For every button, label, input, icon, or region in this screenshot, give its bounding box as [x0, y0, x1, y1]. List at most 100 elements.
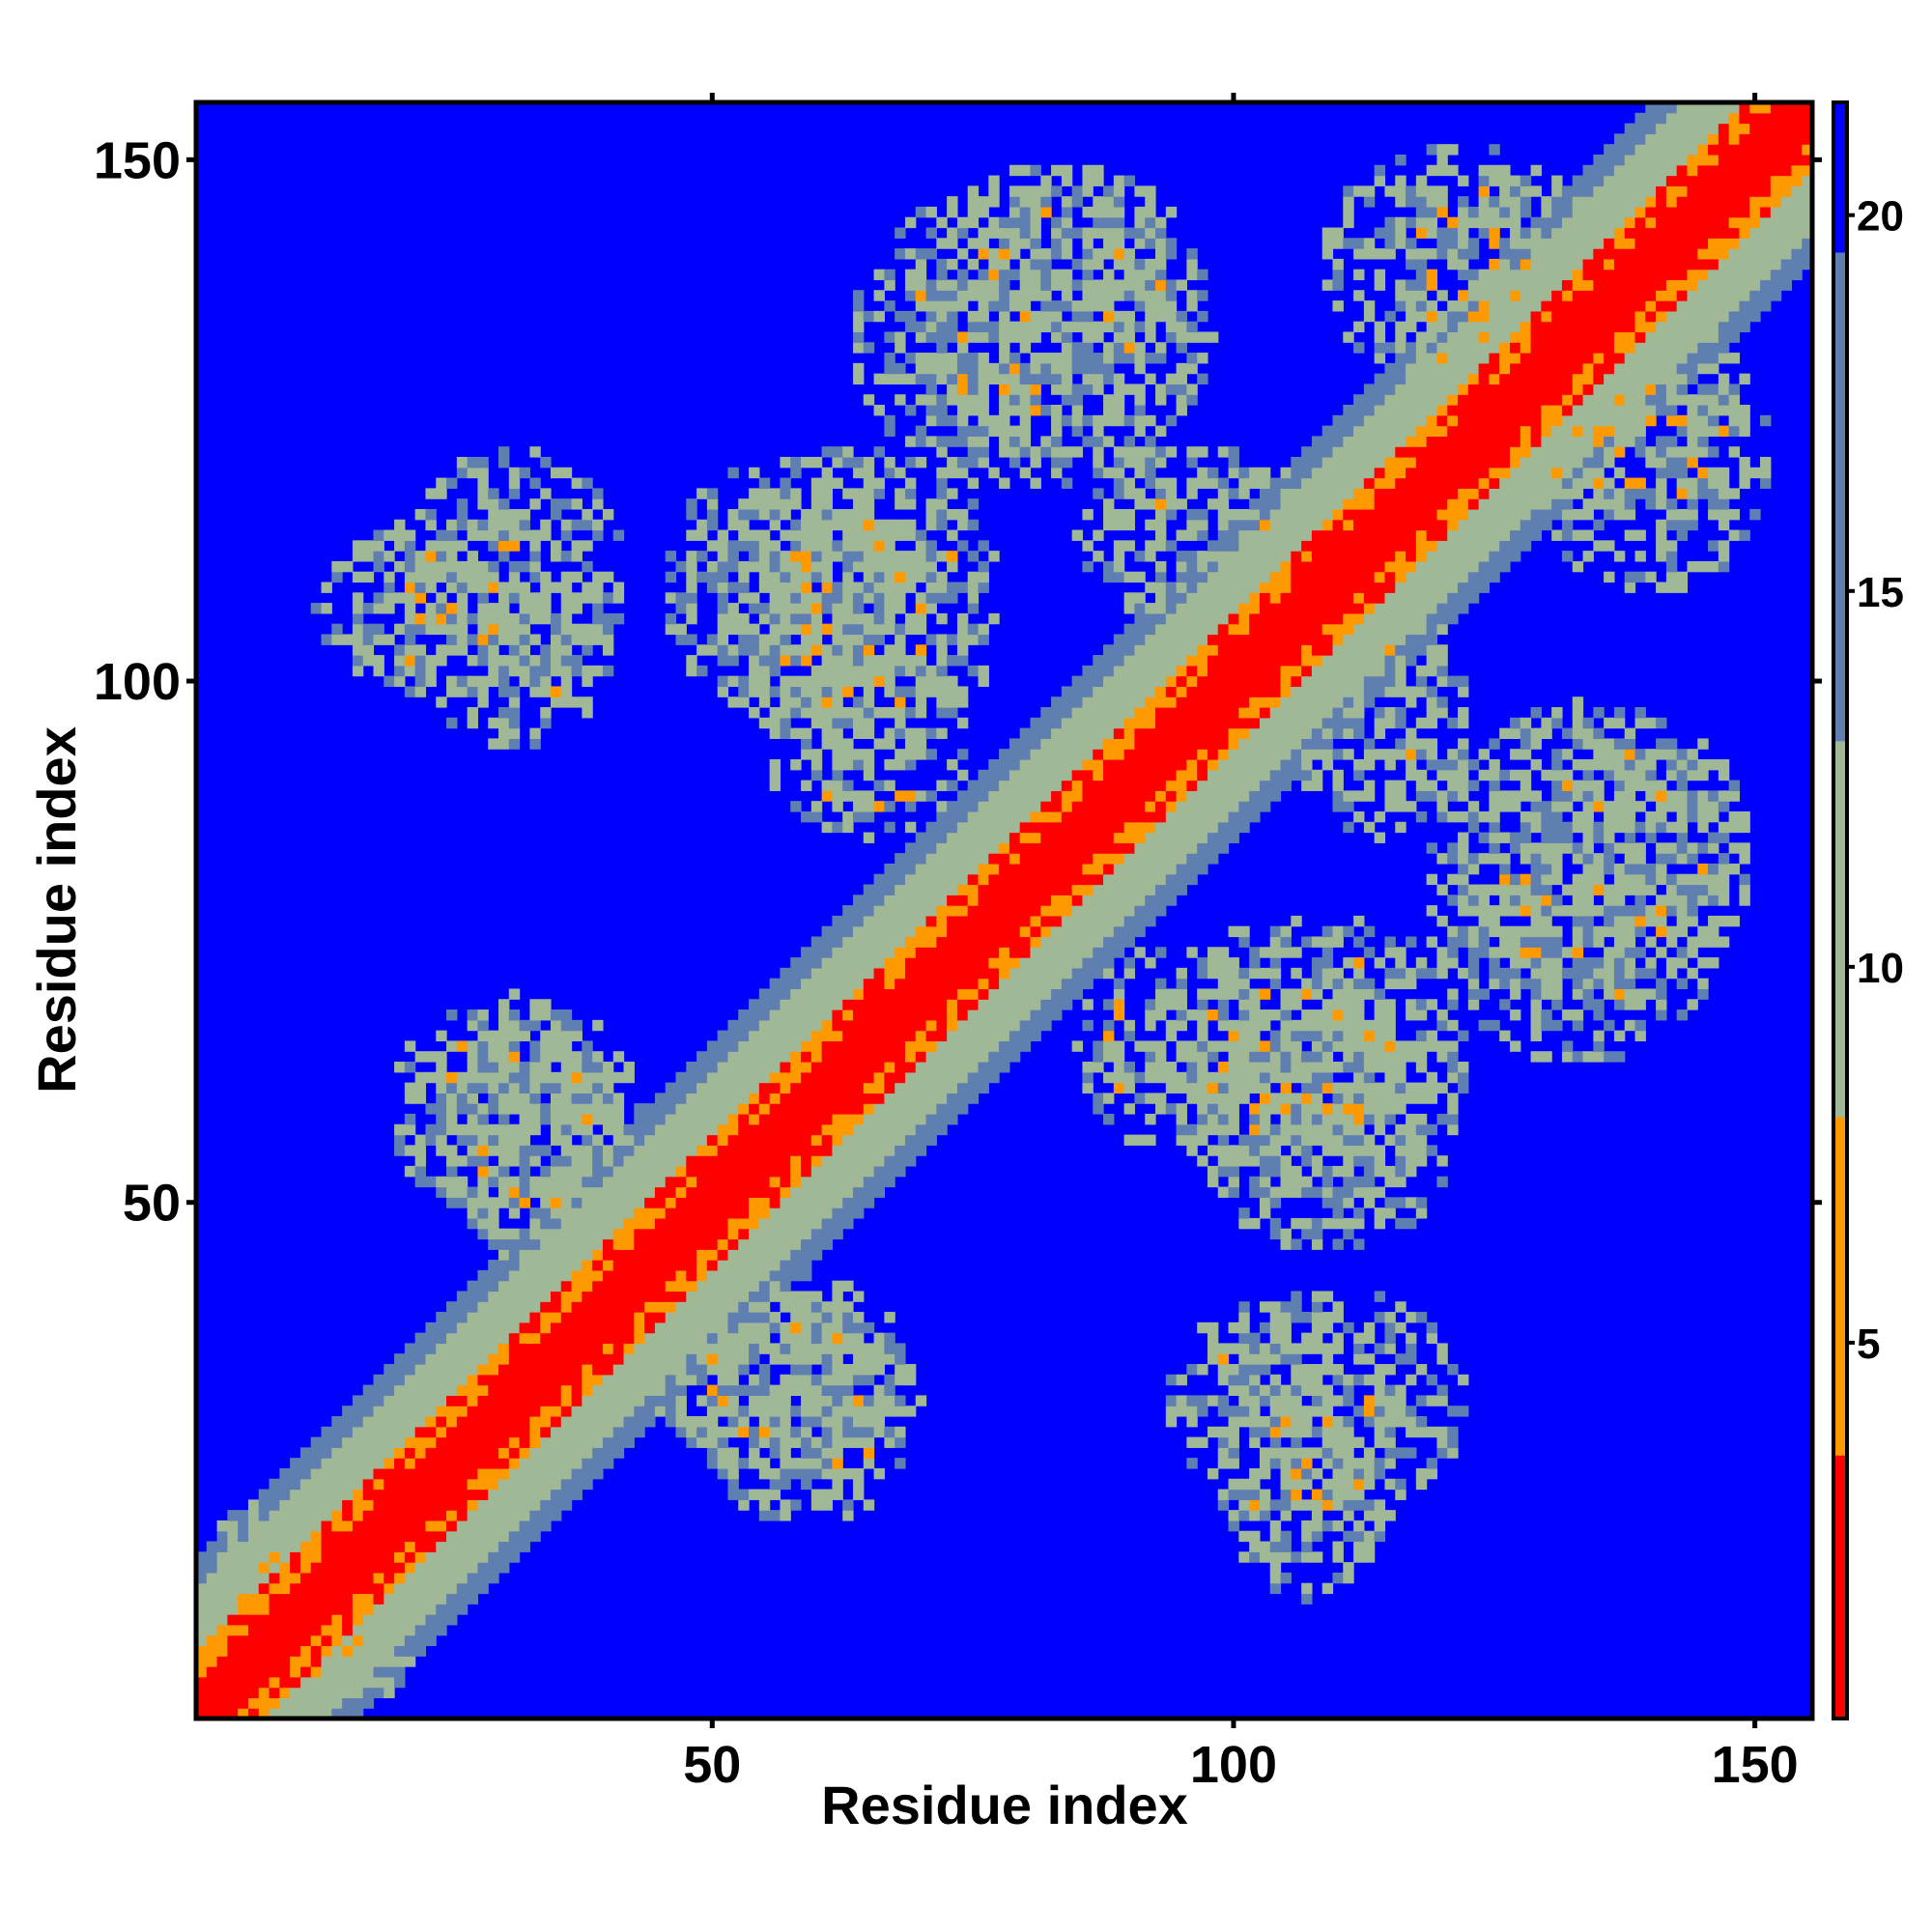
heatmap-cell — [362, 1687, 375, 1699]
heatmap-cell — [863, 1030, 875, 1042]
heatmap-cell — [1343, 1009, 1354, 1021]
heatmap-cell — [1353, 1051, 1365, 1063]
heatmap-cell — [467, 1208, 479, 1219]
heatmap-cell — [978, 1019, 989, 1032]
heatmap-cell — [488, 1260, 499, 1271]
heatmap-cell — [749, 999, 760, 1010]
heatmap-cell — [967, 988, 980, 1000]
heatmap-cell — [436, 1176, 447, 1188]
heatmap-cell — [967, 873, 980, 886]
heatmap-cell — [738, 1208, 750, 1219]
heatmap-cell — [1207, 780, 1219, 791]
heatmap-cell — [801, 1113, 812, 1125]
heatmap-cell — [873, 1051, 885, 1063]
heatmap-cell — [1561, 769, 1574, 781]
heatmap-cell — [1604, 884, 1615, 895]
heatmap-cell — [1186, 769, 1198, 781]
heatmap-cell — [1436, 967, 1448, 980]
heatmap-cell — [477, 1353, 489, 1365]
heatmap-cell — [1708, 810, 1719, 823]
heatmap-cell — [1676, 821, 1689, 834]
heatmap-cell — [1530, 853, 1542, 865]
heatmap-cell — [1624, 947, 1636, 958]
heatmap-cell — [394, 1426, 406, 1438]
heatmap-cell — [738, 1019, 750, 1032]
heatmap-cell — [1103, 1113, 1115, 1125]
heatmap-cell — [915, 1103, 927, 1115]
heatmap-cell — [216, 1614, 228, 1626]
heatmap-cell — [1301, 1364, 1313, 1376]
heatmap-cell — [425, 1551, 437, 1563]
heatmap-cell — [1613, 936, 1626, 948]
heatmap-cell — [592, 1197, 604, 1208]
heatmap-cell — [956, 1071, 969, 1084]
heatmap-cell — [310, 1582, 323, 1595]
heatmap-cell — [425, 1374, 437, 1386]
heatmap-cell — [769, 1176, 781, 1188]
heatmap-cell — [686, 1134, 697, 1146]
heatmap-cell — [1436, 1426, 1448, 1438]
heatmap-cell — [1489, 810, 1500, 823]
heatmap-cell — [810, 1467, 823, 1480]
heatmap-cell — [508, 1280, 521, 1293]
heatmap-cell — [758, 1510, 771, 1521]
heatmap-cell — [904, 1406, 917, 1417]
heatmap-cell — [758, 1030, 771, 1042]
heatmap-cell — [602, 1082, 614, 1094]
heatmap-cell — [956, 1030, 969, 1042]
heatmap-cell — [884, 905, 895, 917]
heatmap-cell — [863, 978, 875, 990]
heatmap-cell — [1259, 988, 1271, 1000]
heatmap-cell — [247, 1624, 260, 1636]
heatmap-cell — [1093, 905, 1104, 917]
heatmap-cell — [852, 1332, 865, 1345]
heatmap-cell — [467, 1332, 479, 1345]
heatmap-cell — [852, 1343, 865, 1354]
heatmap-cell — [571, 1321, 582, 1334]
heatmap-cell — [1718, 821, 1730, 834]
heatmap-cell — [290, 1624, 301, 1636]
heatmap-cell — [1071, 936, 1084, 948]
heatmap-cell — [1467, 780, 1480, 791]
heatmap-cell — [675, 1332, 687, 1345]
heatmap-cell — [1384, 947, 1396, 958]
heatmap-cell — [456, 1155, 469, 1167]
heatmap-cell — [1249, 1062, 1261, 1073]
heatmap-cell — [832, 1406, 843, 1417]
heatmap-cell — [936, 1082, 948, 1094]
heatmap-cell — [1311, 1520, 1323, 1532]
heatmap-cell — [947, 1030, 958, 1042]
heatmap-cell — [634, 1280, 645, 1293]
heatmap-cell — [321, 1541, 332, 1552]
heatmap-cell — [342, 1541, 354, 1552]
heatmap-cell — [1613, 884, 1626, 895]
heatmap-cell — [1280, 1343, 1292, 1354]
heatmap-cell — [269, 1634, 280, 1647]
heatmap-cell — [352, 1478, 364, 1491]
heatmap-cell — [1197, 769, 1208, 781]
heatmap-cell — [1541, 925, 1552, 938]
heatmap-cell — [290, 1541, 301, 1552]
heatmap-cell — [1019, 999, 1032, 1010]
heatmap-cell — [978, 780, 989, 791]
heatmap-cell — [780, 1103, 791, 1115]
heatmap-cell — [832, 1332, 843, 1345]
heatmap-cell — [832, 1321, 843, 1334]
heatmap-cell — [299, 1530, 312, 1543]
heatmap-cell — [790, 957, 802, 969]
heatmap-cell — [550, 1458, 562, 1469]
heatmap-cell — [436, 1103, 447, 1115]
heatmap-cell — [1051, 832, 1063, 843]
heatmap-cell — [1624, 978, 1636, 990]
heatmap-cell — [727, 1343, 739, 1354]
heatmap-cell — [810, 1071, 823, 1084]
heatmap-cell — [1165, 1406, 1178, 1417]
heatmap-cell — [884, 1040, 895, 1052]
heatmap-cell — [1249, 801, 1261, 812]
heatmap-cell — [1604, 842, 1615, 854]
heatmap-cell — [1259, 1551, 1271, 1563]
heatmap-cell — [1113, 769, 1125, 781]
heatmap-cell — [414, 1624, 427, 1636]
heatmap-cell — [1093, 967, 1104, 980]
heatmap-cell — [852, 801, 865, 812]
